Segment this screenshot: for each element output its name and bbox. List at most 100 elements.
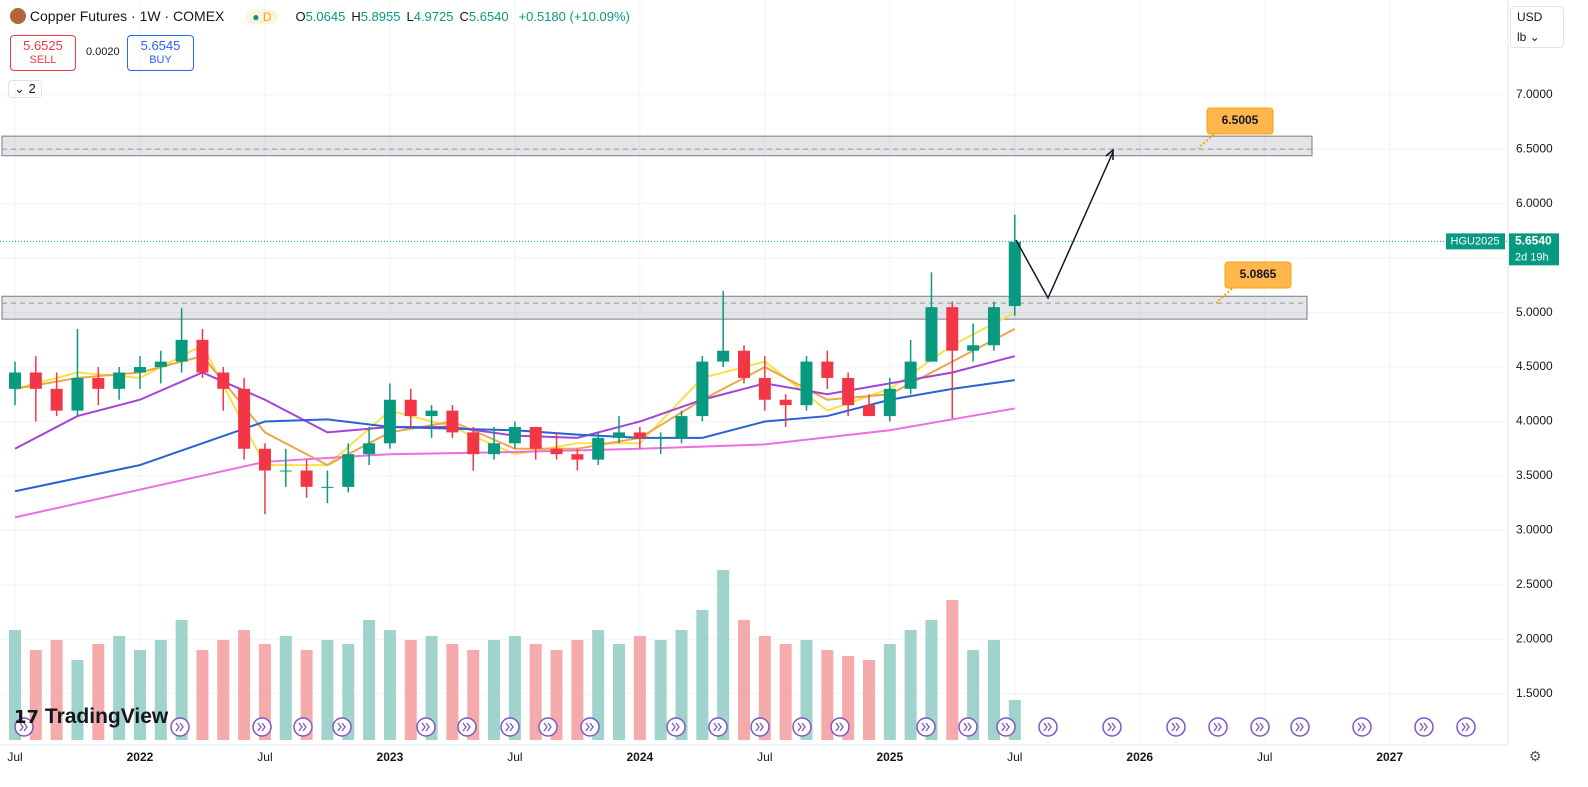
volume-bar <box>258 644 271 740</box>
candle-body <box>279 470 292 472</box>
volume-bar <box>321 640 334 740</box>
y-tick-label: 7.0000 <box>1516 87 1553 101</box>
event-icon[interactable] <box>580 717 600 737</box>
candle-body <box>738 350 751 378</box>
callout-label: 5.0865 <box>1240 267 1277 281</box>
event-icon-glyph <box>585 722 594 732</box>
status-badge: D <box>262 10 272 24</box>
volume-bar <box>821 650 834 740</box>
sell-button[interactable]: 5.6525 SELL <box>10 35 76 71</box>
price-tag-text: 5.6540 <box>1515 234 1552 248</box>
quote-label: C <box>459 9 469 24</box>
event-icon[interactable] <box>1208 717 1228 737</box>
event-icon[interactable] <box>457 717 477 737</box>
event-icon[interactable] <box>332 717 352 737</box>
x-tick-label: 2027 <box>1376 750 1403 764</box>
candle-body <box>321 486 334 488</box>
symbol-title[interactable]: Copper Futures · 1W · COMEX <box>29 8 225 24</box>
event-icon-glyph <box>671 722 680 732</box>
market-status: ● D <box>246 10 278 24</box>
x-tick-label: Jul <box>507 750 522 764</box>
event-icon-glyph <box>1213 722 1222 732</box>
volume-bar <box>425 636 438 740</box>
event-icon[interactable] <box>1456 717 1476 737</box>
event-icon-glyph <box>713 722 722 732</box>
candle-body <box>987 307 1000 346</box>
event-icon[interactable] <box>1102 717 1122 737</box>
x-tick-label: Jul <box>257 750 272 764</box>
event-icon[interactable] <box>1290 717 1310 737</box>
callout-pointer <box>1197 131 1218 149</box>
candle-body <box>613 432 626 438</box>
volume-bar <box>446 644 459 740</box>
event-icon[interactable] <box>750 717 770 737</box>
candle-body <box>383 399 396 444</box>
volume-bar <box>508 636 521 740</box>
candle-body <box>467 432 480 455</box>
candle-body <box>342 454 355 487</box>
event-icon[interactable] <box>252 717 272 737</box>
event-icon-glyph <box>1001 722 1010 732</box>
event-icon-glyph <box>1255 722 1264 732</box>
event-icon-glyph <box>1461 722 1470 732</box>
event-icon[interactable] <box>916 717 936 737</box>
quote-label: L <box>406 9 414 24</box>
candle-body <box>300 470 313 487</box>
indicators-toggle[interactable]: ⌄ 2 <box>8 80 42 98</box>
volume-bar <box>92 644 105 740</box>
volume-bar <box>550 650 563 740</box>
quote-value: 5.0645 <box>305 9 346 24</box>
volume-bar <box>175 620 188 740</box>
event-icon[interactable] <box>1414 717 1434 737</box>
event-icon-glyph <box>1043 722 1052 732</box>
event-icon[interactable] <box>792 717 812 737</box>
volume-bar <box>800 640 813 740</box>
candle-body <box>508 426 521 444</box>
quote-item: C5.6540 <box>459 9 508 24</box>
candle-body <box>946 307 959 351</box>
volume-bar <box>50 640 63 740</box>
event-icon[interactable] <box>996 717 1016 737</box>
event-icon[interactable] <box>708 717 728 737</box>
y-tick-label: 2.5000 <box>1516 577 1553 591</box>
event-icon[interactable] <box>500 717 520 737</box>
event-icon[interactable] <box>1250 717 1270 737</box>
x-tick-label: 2026 <box>1126 750 1153 764</box>
event-icon[interactable] <box>1166 717 1186 737</box>
buy-button[interactable]: 5.6545 BUY <box>127 35 194 71</box>
event-icon-glyph <box>505 722 514 732</box>
settings-icon[interactable]: ⚙ <box>1529 748 1542 764</box>
event-icon[interactable] <box>1038 717 1058 737</box>
candle-body <box>529 426 542 449</box>
event-icon-glyph <box>963 722 972 732</box>
symbol-tag <box>1446 233 1505 250</box>
event-icon[interactable] <box>538 717 558 737</box>
event-icon[interactable] <box>1352 717 1372 737</box>
x-tick-label: Jul <box>1007 750 1022 764</box>
event-icon[interactable] <box>170 717 190 737</box>
volume-bar <box>133 650 146 740</box>
volume-bar <box>113 636 126 740</box>
volume-bar <box>8 630 21 740</box>
event-icon[interactable] <box>830 717 850 737</box>
volume-bar <box>946 600 959 740</box>
unit: lb <box>1517 30 1527 44</box>
quote-value: 5.6540 <box>468 9 509 24</box>
event-icon[interactable] <box>416 717 436 737</box>
volume-bar <box>738 620 751 740</box>
event-icon[interactable] <box>666 717 686 737</box>
candle-body <box>446 410 459 433</box>
event-icon[interactable] <box>14 717 34 737</box>
candle-body <box>592 437 605 460</box>
event-icon-glyph <box>1107 722 1116 732</box>
event-icon[interactable] <box>293 717 313 737</box>
candle-body <box>133 367 146 373</box>
candle-body <box>8 372 21 389</box>
currency-unit[interactable]: USD lb ⌄ <box>1510 6 1564 48</box>
watermark: 𝟭𝟳 TradingView <box>14 705 169 728</box>
currency: USD <box>1517 10 1543 24</box>
candle-body <box>925 307 938 362</box>
event-icon[interactable] <box>958 717 978 737</box>
y-tick-label: 3.5000 <box>1516 468 1553 482</box>
